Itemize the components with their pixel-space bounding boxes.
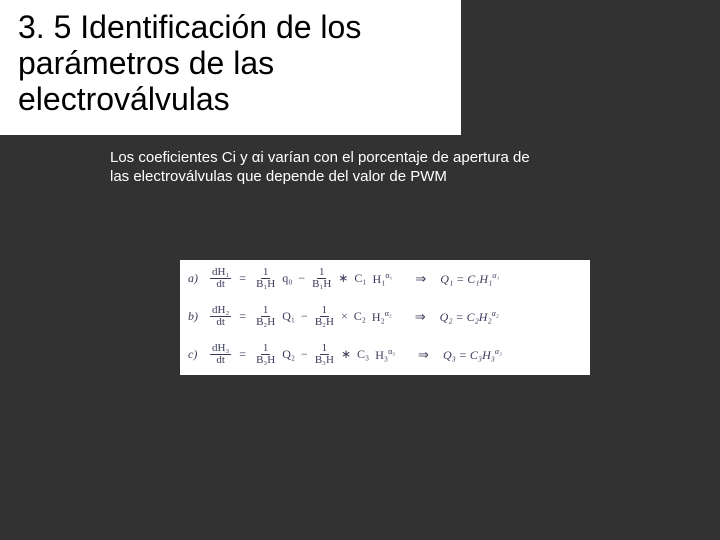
equation-row: b) dH₂ dt = 1 B₂H Q₁ − 1 B₂H × C₂ H₂α₂ ⇒… bbox=[180, 298, 590, 336]
eq-label: b) bbox=[188, 309, 206, 324]
minus-sign: − bbox=[300, 347, 309, 362]
times-sign: ∗ bbox=[340, 347, 352, 362]
times-sign: × bbox=[340, 309, 349, 324]
eq-label: c) bbox=[188, 347, 206, 362]
coef-fraction: 1 B₁H bbox=[254, 267, 277, 290]
section-number: 3. 5 bbox=[18, 9, 71, 45]
q-in: Q₂ bbox=[281, 347, 296, 362]
h-term: H₁α₁ bbox=[372, 271, 394, 287]
derivative-fraction: dH₃ dt bbox=[210, 343, 231, 366]
h-term: H₂α₂ bbox=[371, 309, 393, 325]
result: Q₂ = C₂H₂α₂ bbox=[440, 309, 499, 325]
c-term: C₂ bbox=[353, 309, 367, 324]
minus-sign: − bbox=[297, 271, 306, 286]
slide-title: 3. 5 Identificación de los parámetros de… bbox=[18, 10, 443, 117]
q-in: Q₁ bbox=[281, 309, 296, 324]
derivative-fraction: dH₂ dt bbox=[210, 305, 231, 328]
slide: 3. 5 Identificación de los parámetros de… bbox=[0, 0, 720, 540]
c-term: C₁ bbox=[353, 271, 367, 286]
times-sign: ∗ bbox=[337, 271, 349, 286]
c-term: C₃ bbox=[356, 347, 370, 362]
coef-fraction: 1 B₃H bbox=[313, 343, 336, 366]
equals-sign: = bbox=[235, 309, 250, 324]
body-paragraph: Los coeficientes Ci y αi varían con el p… bbox=[0, 135, 600, 187]
equals-sign: = bbox=[235, 347, 250, 362]
implies-sign: ⇒ bbox=[400, 347, 439, 363]
derivative-fraction: dH₁ dt bbox=[210, 267, 231, 290]
q-in: q₀ bbox=[281, 271, 293, 286]
result: Q₁ = C₁H₁α₁ bbox=[440, 271, 499, 287]
coef-fraction: 1 B₂H bbox=[254, 305, 277, 328]
title-block: 3. 5 Identificación de los parámetros de… bbox=[0, 0, 461, 135]
eq-label: a) bbox=[188, 271, 206, 286]
equals-sign: = bbox=[235, 271, 250, 286]
coef-fraction: 1 B₁H bbox=[310, 267, 333, 290]
h-term: H₃α₃ bbox=[374, 347, 396, 363]
minus-sign: − bbox=[300, 309, 309, 324]
implies-sign: ⇒ bbox=[397, 309, 436, 325]
coef-fraction: 1 B₃H bbox=[254, 343, 277, 366]
implies-sign: ⇒ bbox=[397, 271, 436, 287]
equation-row: a) dH₁ dt = 1 B₁H q₀ − 1 B₁H ∗ C₁ H₁α₁ ⇒… bbox=[180, 260, 590, 298]
result: Q₃ = C₃H₃α₃ bbox=[443, 347, 502, 363]
equations-panel: a) dH₁ dt = 1 B₁H q₀ − 1 B₁H ∗ C₁ H₁α₁ ⇒… bbox=[180, 260, 590, 375]
equation-row: c) dH₃ dt = 1 B₃H Q₂ − 1 B₃H ∗ C₃ H₃α₃ ⇒… bbox=[180, 336, 590, 374]
coef-fraction: 1 B₂H bbox=[313, 305, 336, 328]
